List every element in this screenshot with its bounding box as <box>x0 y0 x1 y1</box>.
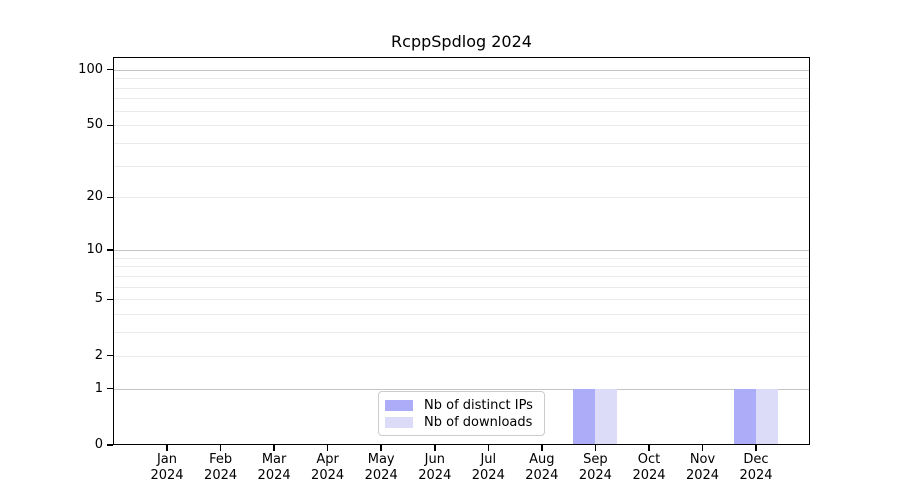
minor-gridline <box>113 165 810 167</box>
minor-gridline <box>113 266 810 268</box>
x-tick-mark <box>594 445 597 451</box>
bar-distinct-ips <box>734 388 756 445</box>
bar-distinct-ips <box>573 388 596 445</box>
x-tick-label: Dec 2024 <box>739 452 773 483</box>
x-tick-mark <box>326 445 329 451</box>
y-tick-mark <box>107 387 113 390</box>
minor-gridline <box>113 197 810 199</box>
legend-item: Nb of downloads <box>385 415 536 430</box>
x-tick-mark <box>380 445 382 451</box>
x-tick-label: Feb 2024 <box>204 452 238 483</box>
y-tick-mark <box>107 68 113 71</box>
y-tick-label: 1 <box>94 380 103 396</box>
x-tick-mark <box>648 445 650 451</box>
legend-label: Nb of downloads <box>424 415 533 430</box>
x-tick-mark <box>755 445 757 451</box>
x-tick-label: Sep 2024 <box>578 452 612 483</box>
minor-gridline <box>113 125 810 127</box>
legend: Nb of distinct IPs Nb of downloads <box>378 391 545 436</box>
y-tick-label: 100 <box>78 61 103 77</box>
y-tick-label: 20 <box>86 189 103 205</box>
y-tick-label: 0 <box>94 437 103 452</box>
x-tick-label: May 2024 <box>364 452 398 483</box>
legend-label: Nb of distinct IPs <box>424 398 533 413</box>
y-tick-mark <box>107 354 113 357</box>
minor-gridline <box>113 78 810 80</box>
minor-gridline <box>113 275 810 277</box>
minor-gridline <box>113 143 810 144</box>
major-gridline <box>113 388 810 390</box>
minor-gridline <box>113 314 810 316</box>
x-tick-label: Oct 2024 <box>632 452 666 483</box>
x-tick-mark <box>166 445 168 451</box>
y-tick-mark <box>107 298 113 300</box>
major-gridline <box>113 69 810 71</box>
x-tick-mark <box>273 445 275 451</box>
legend-item: Nb of distinct IPs <box>385 398 536 413</box>
y-tick-label: 5 <box>94 291 103 307</box>
y-tick-label: 50 <box>86 117 103 133</box>
bar-downloads <box>595 388 618 445</box>
x-tick-label: Apr 2024 <box>311 452 345 483</box>
x-tick-mark <box>434 445 436 451</box>
plot-area <box>113 57 810 445</box>
legend-swatch-distinct-ips <box>385 400 413 411</box>
minor-gridline <box>113 110 810 112</box>
minor-gridline <box>113 286 810 288</box>
x-tick-label: Jun 2024 <box>418 452 452 483</box>
minor-gridline <box>113 98 810 100</box>
minor-gridline <box>113 332 810 334</box>
x-tick-mark <box>487 445 489 451</box>
bar-downloads <box>756 388 778 445</box>
y-tick-mark <box>107 444 113 446</box>
y-tick-label: 10 <box>86 242 103 257</box>
y-tick-mark <box>107 196 113 199</box>
minor-gridline <box>113 87 810 89</box>
minor-gridline <box>113 257 810 259</box>
x-tick-label: Aug 2024 <box>525 452 559 483</box>
x-tick-mark <box>701 445 704 451</box>
chart-title: RcppSpdlog 2024 <box>391 32 532 51</box>
x-tick-mark <box>541 445 543 451</box>
minor-gridline <box>113 299 810 301</box>
x-tick-mark <box>219 445 222 451</box>
major-gridline <box>113 250 810 251</box>
y-tick-label: 2 <box>94 347 103 363</box>
x-tick-label: Nov 2024 <box>685 452 720 483</box>
y-tick-mark <box>107 249 113 251</box>
x-tick-label: Jul 2024 <box>471 452 505 483</box>
legend-swatch-downloads <box>385 417 413 428</box>
x-tick-label: Jan 2024 <box>150 452 184 483</box>
x-tick-label: Mar 2024 <box>257 452 291 483</box>
minor-gridline <box>113 355 810 357</box>
y-tick-mark <box>107 124 113 126</box>
